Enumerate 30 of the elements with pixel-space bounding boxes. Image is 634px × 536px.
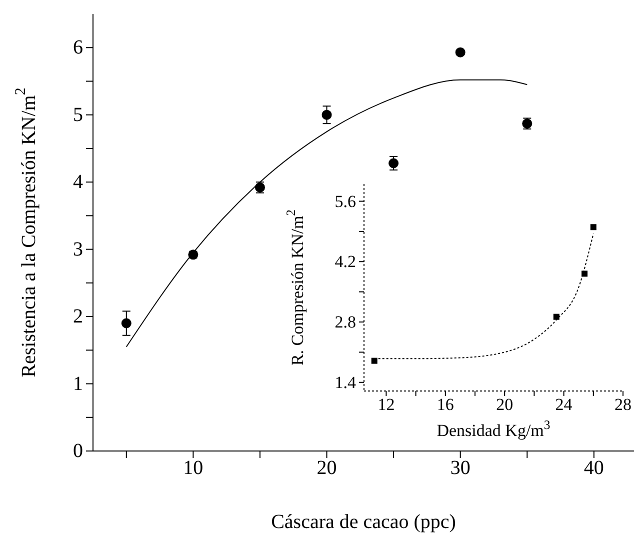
point: [455, 47, 466, 58]
x-tick-label: 24: [555, 395, 573, 414]
y-tick-label: 1: [73, 372, 83, 395]
x-tick-label: 20: [316, 457, 337, 480]
y-tick-label: 0: [73, 440, 83, 462]
x-tick-label: 12: [378, 395, 395, 414]
x-tick-label: 28: [614, 395, 632, 414]
x-axis-title: Densidad Kg/m$^{3}$: [436, 418, 550, 440]
x-tick-label: 10: [183, 457, 204, 480]
point: [322, 110, 332, 120]
y-tick-label: 1.4: [334, 372, 356, 392]
point: [553, 314, 560, 320]
x-tick-label: 20: [496, 395, 514, 414]
point: [388, 158, 399, 168]
line-series: [126, 79, 528, 348]
x-tick-label: 40: [584, 457, 604, 480]
y-tick-label: 2: [73, 306, 83, 328]
y-tick-label: 2.8: [334, 312, 356, 332]
point: [121, 318, 132, 328]
x-axis-title: Cáscara de cacao (ppc): [271, 511, 456, 533]
point: [590, 224, 596, 230]
y-tick-label: 3: [73, 238, 83, 260]
x-tick-label: 16: [436, 395, 454, 414]
y-tick-label: 6: [73, 36, 83, 59]
y-tick-label: 5.6: [334, 192, 356, 211]
y-tick-label: 4: [73, 171, 83, 194]
x-tick-label: 30: [450, 457, 470, 480]
y-tick-label: 5: [73, 104, 83, 126]
point: [371, 358, 378, 364]
y-tick-label: 4.2: [334, 252, 356, 272]
